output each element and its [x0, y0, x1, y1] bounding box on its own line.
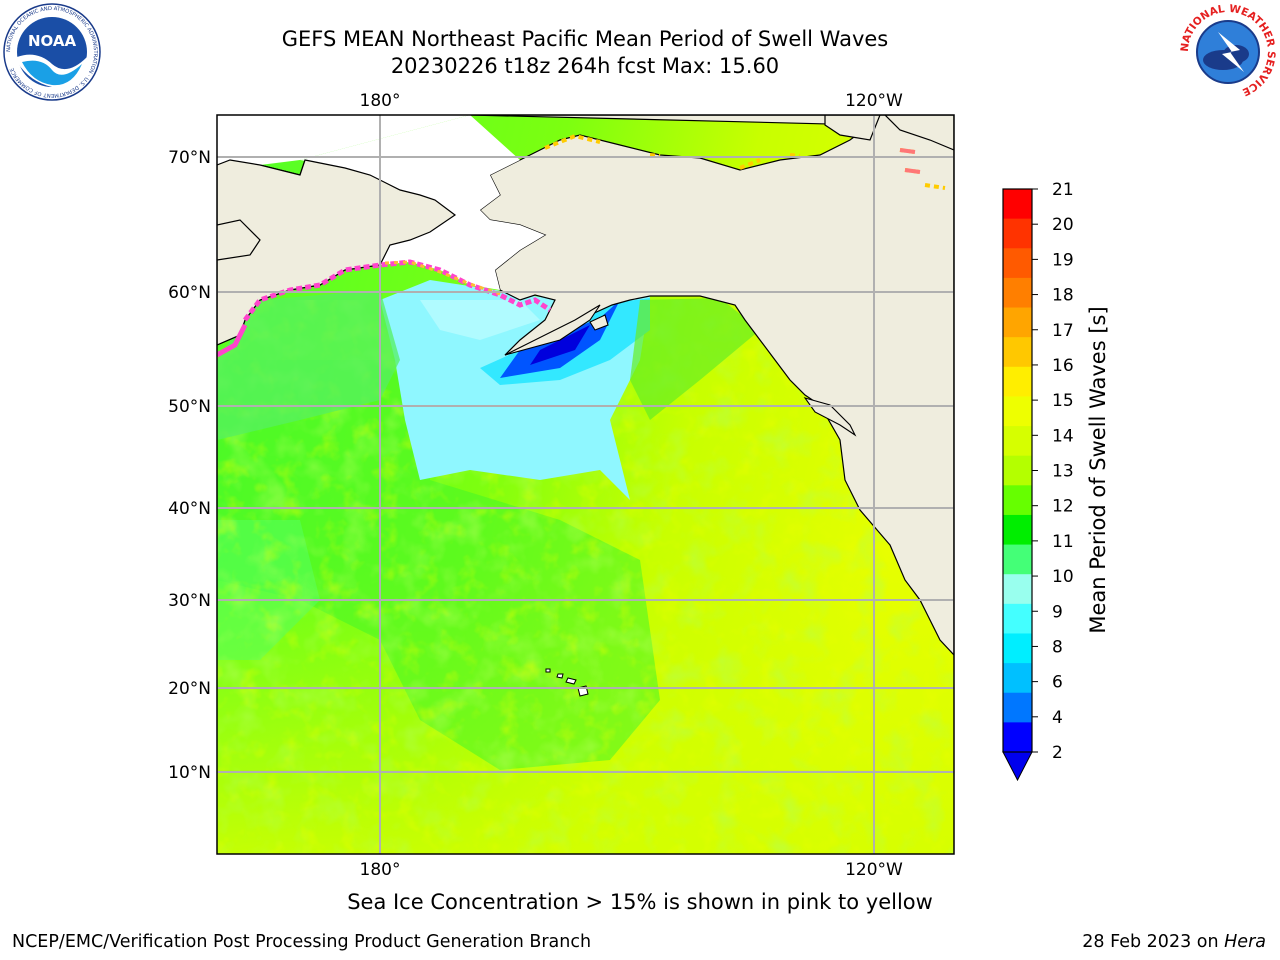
colorbar-extend-min [1002, 751, 1033, 782]
colorbar-tick-label: 12 [1052, 497, 1074, 517]
colorbar-tick-label: 10 [1052, 567, 1074, 587]
colorbar-bin [1003, 514, 1032, 546]
footer-date: 28 Feb 2023 on Hera [1082, 932, 1266, 952]
colorbar-bin [1003, 189, 1032, 220]
lat-label-20n: 20°N [168, 679, 211, 699]
colorbar-tick-label: 6 [1052, 673, 1063, 693]
colorbar-bin [1003, 574, 1032, 605]
colorbar-tick-label: 17 [1052, 321, 1074, 341]
colorbar-bin [1003, 248, 1032, 279]
colorbar: 21 20 19 18 17 16 15 14 13 12 11 10 9 8 6 4 2 [1002, 180, 1074, 782]
colorbar-tick-label: 4 [1052, 708, 1063, 728]
lat-label-40n: 40°N [168, 499, 211, 519]
bottom-lon-label-180: 180° [360, 860, 401, 880]
colorbar-bin [1003, 692, 1032, 723]
chart-subtitle: 20230226 t18z 264h fcst Max: 15.60 [390, 54, 780, 78]
colorbar-tick-label: 18 [1052, 286, 1074, 306]
chart-title: GEFS MEAN Northeast Pacific Mean Period … [281, 27, 889, 51]
lat-label-30n: 30°N [168, 591, 211, 611]
colorbar-tick-label: 2 [1052, 743, 1063, 763]
footer-credit: NCEP/EMC/Verification Post Processing Pr… [12, 932, 592, 952]
map-area [217, 115, 954, 854]
top-lon-label-180: 180° [360, 91, 401, 111]
nws-logo: NATIONAL WEATHER SERVICE [1179, 3, 1277, 100]
north-america-land [469, 115, 954, 656]
colorbar-bin [1003, 218, 1032, 249]
colorbar-tick-label: 8 [1052, 637, 1063, 657]
colorbar-bin [1003, 633, 1032, 664]
map-frame [216, 114, 955, 855]
colorbar-tick-label: 20 [1052, 215, 1074, 235]
lat-label-60n: 60°N [168, 283, 211, 303]
colorbar-bin [1003, 663, 1032, 694]
lat-label-70n: 70°N [168, 148, 211, 168]
noaa-logo: NOAA NATIONAL OCEANIC AND ATMOSPHERIC AD… [3, 3, 101, 101]
colorbar-tick-label: 16 [1052, 356, 1074, 376]
lat-label-50n: 50°N [168, 397, 211, 417]
colorbar-tick-label: 15 [1052, 391, 1074, 411]
colorbar-tick-label: 21 [1052, 180, 1074, 200]
lat-label-10n: 10°N [168, 763, 211, 783]
colorbar-bin [1003, 722, 1032, 753]
colorbar-tick-label: 13 [1052, 462, 1074, 482]
colorbar-label: Mean Period of Swell Waves [s] [1086, 306, 1110, 633]
hawaii-islands [545, 668, 589, 697]
colorbar-bin [1003, 396, 1032, 427]
top-lon-label-120w: 120°W [845, 91, 903, 111]
colorbar-bin [1003, 277, 1032, 309]
colorbar-bin [1003, 455, 1032, 486]
colorbar-bin [1003, 485, 1032, 516]
sea-ice-caption: Sea Ice Concentration > 15% is shown in … [347, 890, 933, 914]
colorbar-bin [1003, 307, 1032, 338]
colorbar-tick-label: 9 [1052, 602, 1063, 622]
footer-host: Hera [1224, 932, 1266, 952]
colorbar-tick-label: 11 [1052, 532, 1074, 552]
svg-text:NOAA: NOAA [28, 32, 77, 50]
graticule [217, 115, 954, 854]
colorbar-bin [1003, 366, 1032, 397]
colorbar-bin [1003, 337, 1032, 368]
colorbar-bin [1003, 544, 1032, 575]
colorbar-tick-label: 19 [1052, 250, 1074, 270]
colorbar-bin [1003, 426, 1032, 457]
colorbar-tick-label: 14 [1052, 426, 1074, 446]
bottom-lon-label-120w: 120°W [845, 860, 903, 880]
colorbar-bin [1003, 603, 1032, 634]
